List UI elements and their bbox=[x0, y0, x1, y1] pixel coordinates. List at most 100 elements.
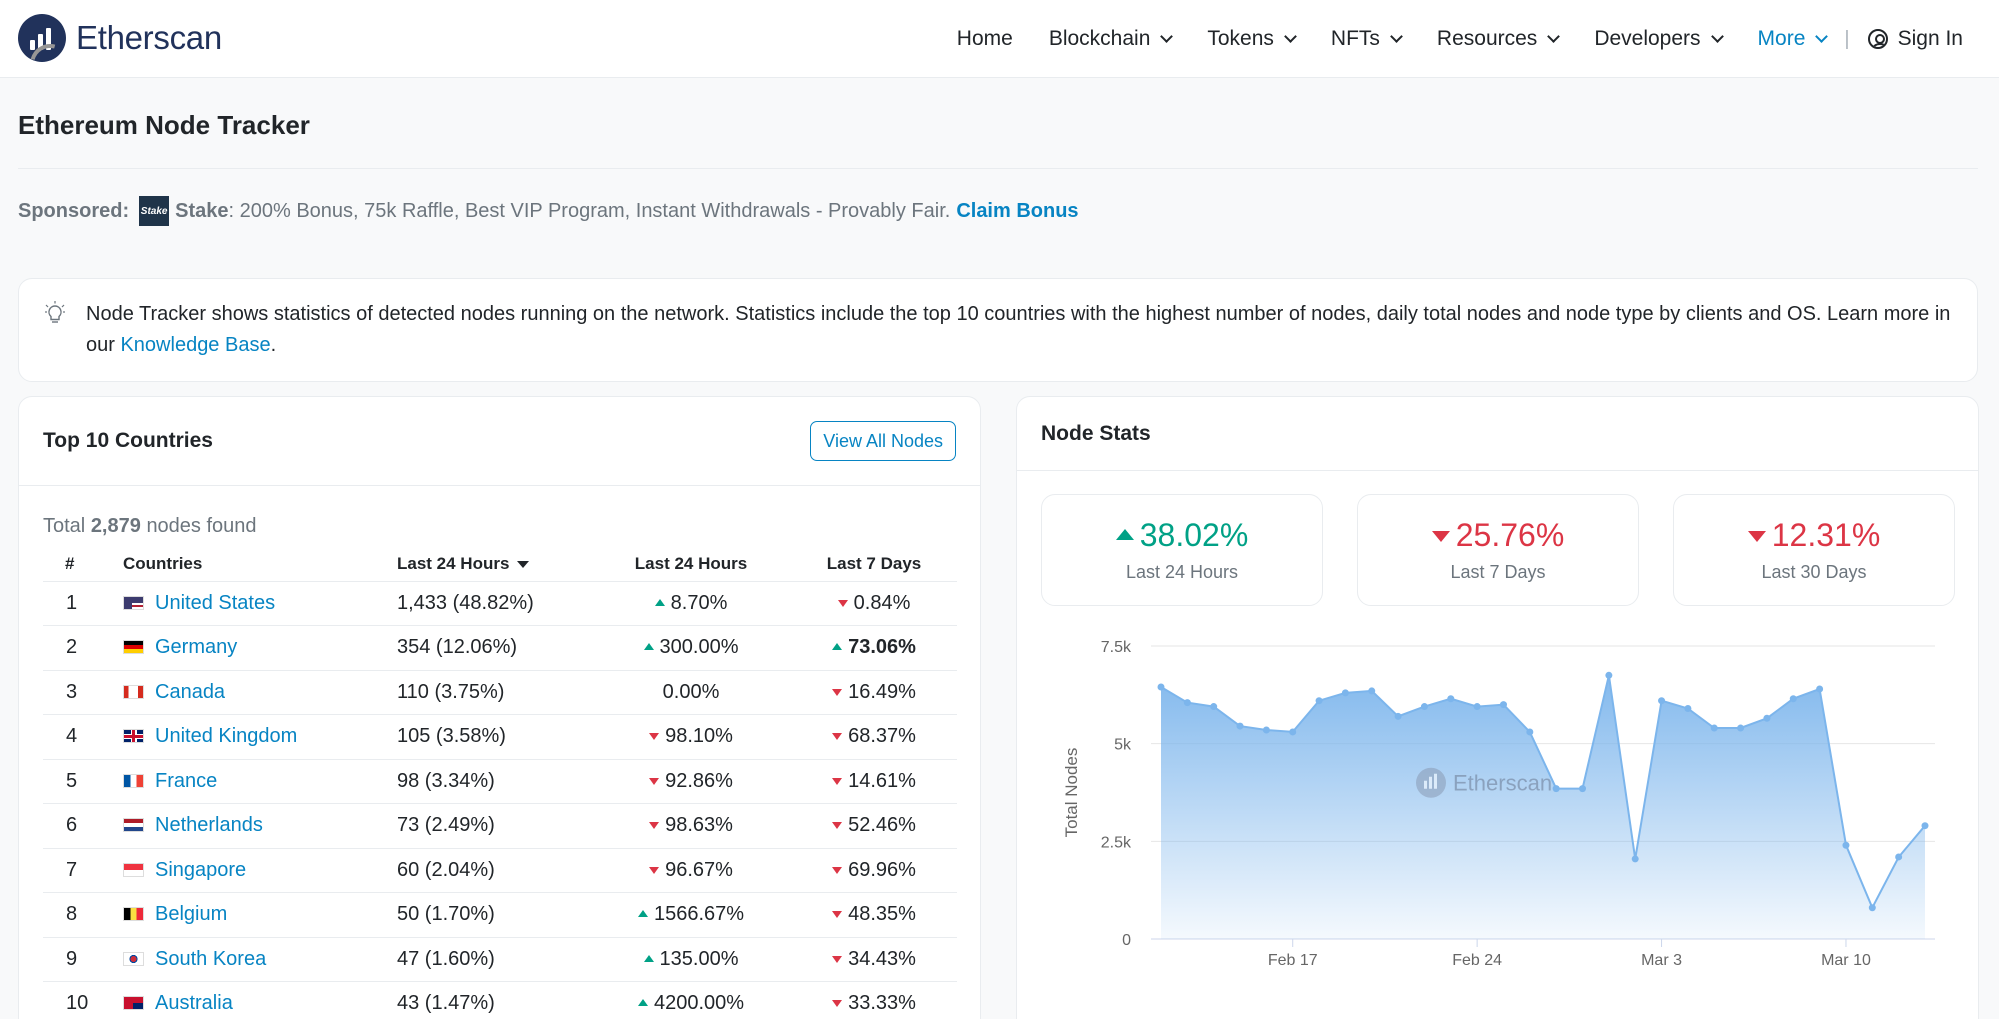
total-nodes-text: Total 2,879 nodes found bbox=[43, 515, 257, 537]
nav-separator: | bbox=[1844, 27, 1850, 50]
change-7d-cell: 68.37% bbox=[791, 714, 957, 760]
arrow-down-icon bbox=[1431, 531, 1450, 542]
table-row: 4 United Kingdom 105 (3.58%) 98.10% 68.37% bbox=[43, 714, 957, 760]
data-point[interactable] bbox=[1921, 822, 1929, 830]
claim-bonus-link[interactable]: Claim Bonus bbox=[956, 199, 1079, 222]
country-link[interactable]: Belgium bbox=[155, 903, 228, 926]
nav-resources[interactable]: Resources bbox=[1437, 27, 1561, 51]
nav-developers[interactable]: Developers bbox=[1594, 27, 1724, 51]
data-point[interactable] bbox=[1552, 785, 1560, 793]
data-point[interactable] bbox=[1341, 689, 1349, 697]
nav-more[interactable]: More bbox=[1758, 27, 1829, 51]
sign-in-link[interactable]: Sign In bbox=[1867, 27, 1963, 51]
nodes-cell: 47 (1.60%) bbox=[397, 937, 591, 982]
data-point[interactable] bbox=[1420, 703, 1428, 711]
nav-home[interactable]: Home bbox=[956, 27, 1013, 50]
table-row: 5 France 98 (3.34%) 92.86% 14.61% bbox=[43, 759, 957, 804]
data-point[interactable] bbox=[1658, 697, 1666, 705]
data-point[interactable] bbox=[1605, 671, 1613, 679]
chevron-down-icon bbox=[1160, 30, 1174, 43]
data-point[interactable] bbox=[1183, 699, 1191, 707]
change-24h-cell: 98.63% bbox=[591, 803, 791, 849]
arrow-down-icon bbox=[649, 733, 660, 741]
data-point[interactable] bbox=[1631, 855, 1639, 863]
arrow-down-icon bbox=[649, 866, 660, 874]
flag-au-icon bbox=[123, 996, 144, 1011]
data-point[interactable] bbox=[1710, 724, 1718, 732]
y-tick-label: 2.5k bbox=[1101, 834, 1132, 851]
rank-cell: 3 bbox=[43, 670, 123, 715]
col-nodes-sort[interactable]: Last 24 Hours bbox=[397, 547, 591, 582]
nav-tokens[interactable]: Tokens bbox=[1207, 27, 1297, 51]
data-point[interactable] bbox=[1262, 726, 1270, 734]
change-24h-cell: 0.00% bbox=[591, 670, 791, 715]
data-point[interactable] bbox=[1895, 853, 1903, 861]
data-point[interactable] bbox=[1210, 703, 1218, 711]
table-row: 7 Singapore 60 (2.04%) 96.67% 69.96% bbox=[43, 848, 957, 893]
country-link[interactable]: Netherlands bbox=[155, 814, 263, 837]
country-link[interactable]: United States bbox=[155, 591, 276, 614]
flag-ca-icon bbox=[123, 684, 144, 699]
stat-value: 38.02% bbox=[1042, 517, 1322, 554]
country-link[interactable]: Singapore bbox=[155, 858, 247, 881]
data-point[interactable] bbox=[1315, 697, 1323, 705]
data-point[interactable] bbox=[1473, 703, 1481, 711]
country-link[interactable]: South Korea bbox=[155, 947, 267, 970]
series-area bbox=[1161, 675, 1925, 939]
country-link[interactable]: Germany bbox=[155, 636, 238, 659]
series-line bbox=[1160, 675, 1926, 911]
flag-be-icon bbox=[123, 907, 144, 922]
nav-blockchain[interactable]: Blockchain bbox=[1049, 27, 1174, 51]
etherscan-logo-icon bbox=[18, 14, 66, 62]
data-point[interactable] bbox=[1394, 712, 1402, 720]
data-point[interactable] bbox=[1526, 728, 1534, 736]
sponsor-text: : 200% Bonus, 75k Raffle, Best VIP Progr… bbox=[228, 199, 951, 222]
data-point[interactable] bbox=[1579, 785, 1587, 793]
etherscan-logo[interactable]: Etherscan bbox=[18, 14, 222, 62]
data-point[interactable] bbox=[1789, 695, 1797, 703]
data-point[interactable] bbox=[1236, 722, 1244, 730]
data-point[interactable] bbox=[1816, 685, 1824, 693]
country-link[interactable]: Australia bbox=[155, 992, 233, 1015]
view-all-nodes-button[interactable]: View All Nodes bbox=[810, 421, 956, 461]
data-point[interactable] bbox=[1763, 714, 1771, 722]
arrow-down-icon bbox=[832, 866, 843, 874]
knowledge-base-link[interactable]: Knowledge Base bbox=[120, 334, 271, 356]
page-title: Ethereum Node Tracker bbox=[18, 110, 310, 140]
stake-logo[interactable]: Stake bbox=[139, 196, 170, 226]
table-row: 6 Netherlands 73 (2.49%) 98.63% 52.46% bbox=[43, 803, 957, 849]
sort-desc-icon bbox=[517, 560, 530, 568]
data-point[interactable] bbox=[1499, 701, 1507, 709]
rank-cell: 10 bbox=[43, 981, 123, 1019]
country-cell: Netherlands bbox=[123, 803, 397, 849]
total-nodes-chart[interactable]: Etherscan 0 2.5k 5k 7.5k Feb 17 Feb 24 Mar 3 Ma… bbox=[1017, 617, 1979, 1019]
country-link[interactable]: France bbox=[155, 769, 218, 792]
country-link[interactable]: United Kingdom bbox=[155, 725, 298, 748]
chevron-down-icon bbox=[1547, 30, 1561, 43]
nav-nfts[interactable]: NFTs bbox=[1331, 27, 1403, 51]
data-point[interactable] bbox=[1447, 695, 1455, 703]
top-navbar: Etherscan Home Blockchain Tokens NFTs Re… bbox=[0, 0, 1999, 78]
data-point[interactable] bbox=[1842, 841, 1850, 849]
flag-kr-icon bbox=[123, 951, 144, 966]
arrow-down-icon bbox=[1747, 531, 1766, 542]
data-point[interactable] bbox=[1368, 687, 1376, 695]
rank-cell: 8 bbox=[43, 892, 123, 938]
arrow-down-icon bbox=[832, 688, 843, 696]
country-cell: United States bbox=[123, 581, 397, 626]
change-7d-cell: 14.61% bbox=[791, 759, 957, 804]
table-row: 9 South Korea 47 (1.60%) 135.00% 34.43% bbox=[43, 937, 957, 982]
data-point[interactable] bbox=[1684, 705, 1692, 713]
data-point[interactable] bbox=[1289, 728, 1297, 736]
data-point[interactable] bbox=[1157, 683, 1165, 691]
flag-gb-icon bbox=[123, 729, 144, 744]
country-link[interactable]: Canada bbox=[155, 680, 226, 703]
nodes-cell: 98 (3.34%) bbox=[397, 759, 591, 804]
change-7d-cell: 69.96% bbox=[791, 848, 957, 893]
stat-label: Last 30 Days bbox=[1761, 562, 1867, 582]
data-point[interactable] bbox=[1737, 724, 1745, 732]
nodes-cell: 50 (1.70%) bbox=[397, 892, 591, 938]
change-7d-cell: 33.33% bbox=[791, 981, 957, 1019]
nodes-cell: 110 (3.75%) bbox=[397, 670, 591, 715]
data-point[interactable] bbox=[1868, 904, 1876, 912]
